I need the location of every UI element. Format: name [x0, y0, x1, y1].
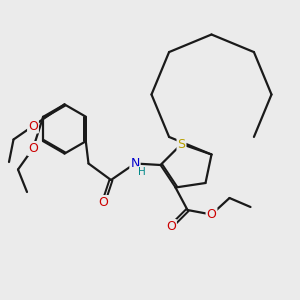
Text: N: N — [130, 157, 140, 170]
Text: O: O — [207, 208, 216, 221]
Text: O: O — [28, 119, 38, 133]
Text: O: O — [166, 220, 176, 233]
Text: O: O — [99, 196, 108, 209]
Text: H: H — [138, 167, 146, 177]
Text: O: O — [28, 142, 38, 155]
Text: S: S — [178, 137, 185, 151]
